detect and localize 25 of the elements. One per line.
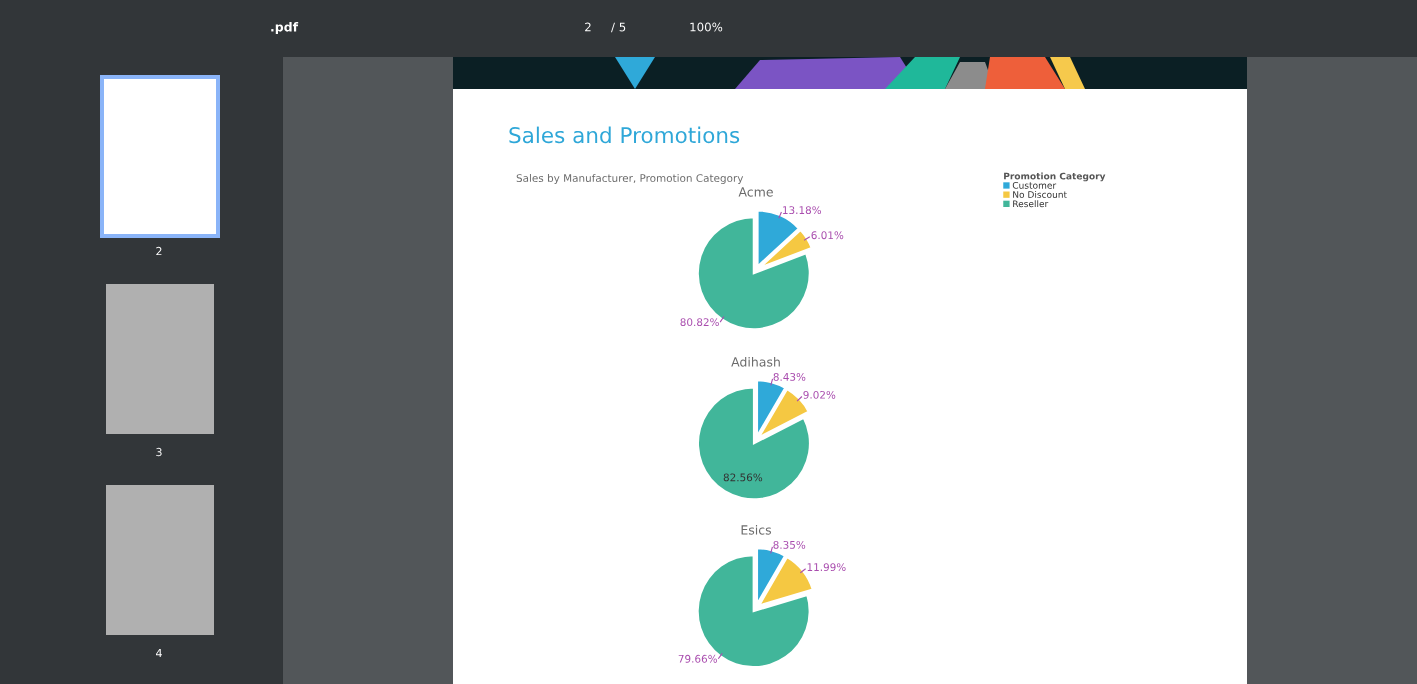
text: .pdf bbox=[271, 21, 299, 35]
legend-label: No Discount bbox=[1013, 190, 1067, 198]
data-label: 79.66% bbox=[678, 654, 718, 663]
data-label: 8.43% bbox=[773, 372, 806, 381]
data-label: 9.02% bbox=[803, 390, 836, 399]
chart-title: Esics bbox=[741, 524, 772, 535]
text: 100% bbox=[690, 22, 723, 32]
text: 2 bbox=[585, 22, 591, 32]
chart-title: Adihash bbox=[731, 356, 780, 367]
data-label: 13.18% bbox=[783, 206, 822, 215]
data-label: 8.35% bbox=[773, 540, 806, 549]
text: / 5 bbox=[611, 22, 626, 33]
text: 4 bbox=[156, 648, 162, 658]
data-label: 82.56% bbox=[723, 473, 763, 482]
legend-label: Reseller bbox=[1013, 200, 1049, 208]
text: 2 bbox=[156, 246, 162, 256]
legend-title: Promotion Category bbox=[1004, 172, 1106, 182]
data-label: 6.01% bbox=[811, 231, 844, 240]
data-label: 11.99% bbox=[807, 563, 846, 572]
legend-label: Customer bbox=[1012, 181, 1057, 189]
text: 3 bbox=[156, 447, 162, 457]
data-label: 80.82% bbox=[680, 318, 719, 327]
chart-title: Acme bbox=[738, 187, 773, 197]
text: Sales and Promotions bbox=[509, 126, 740, 144]
text: Sales by Manufacturer, Promotion Category bbox=[516, 173, 744, 185]
